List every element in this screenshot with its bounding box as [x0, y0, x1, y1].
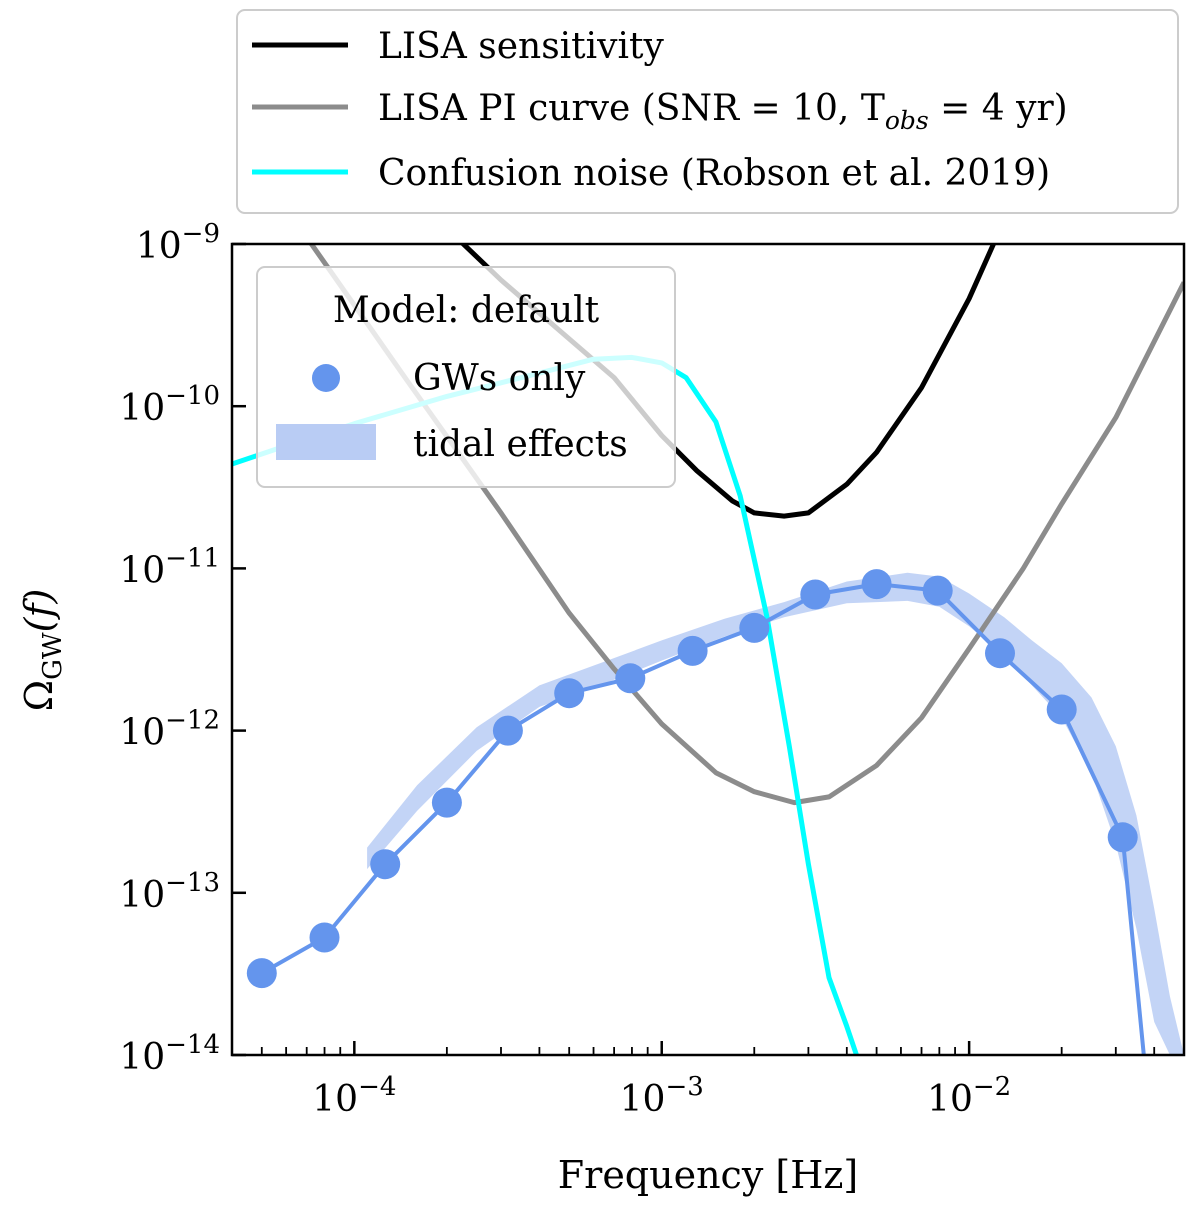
series-gws-only-point	[431, 787, 462, 818]
series-gws-only-point	[1107, 822, 1138, 853]
series-tidal-effects-band	[367, 572, 1184, 1055]
y-tick-label: 10−11	[119, 543, 220, 591]
axes-frame	[230, 242, 1186, 1057]
x-tick-label: 10−2	[927, 1072, 1011, 1120]
y-tick-label: 10−12	[119, 706, 220, 754]
y-axis-label-tail: (f)	[17, 589, 61, 633]
legend-lisa-sensitivity-label: LISA sensitivity	[378, 26, 664, 67]
series-gws-only-point	[370, 849, 401, 880]
series-gws-only-point	[861, 569, 892, 600]
x-tick-label: 10−4	[312, 1072, 396, 1120]
series-gws-only-point	[739, 612, 770, 643]
legend-lisa-pi-label-tail: = 4 yr)	[929, 88, 1068, 129]
y-tick-label: 10−9	[136, 219, 220, 267]
series-gws-only-point	[309, 922, 340, 953]
legend-inner-title: Model: default	[333, 290, 600, 331]
legend-confusion-noise-label: Confusion noise (Robson et al. 2019)	[378, 153, 1050, 194]
y-tick-label: 10−10	[119, 381, 220, 429]
legend-gws-only-marker	[312, 364, 340, 392]
legend-lisa-pi-label-main: LISA PI curve (SNR = 10, T	[378, 88, 885, 129]
y-tick-label: 10−13	[119, 868, 220, 916]
series-gws-only-point	[800, 579, 831, 610]
legend-gws-only-label: GWs only	[413, 358, 586, 399]
series-gws-only-point	[1046, 694, 1077, 725]
y-axis-label-base: Ω	[17, 680, 61, 712]
series-gws-only-point	[677, 635, 708, 666]
series-gws-only-point	[615, 663, 646, 694]
ticks-layer: 10−4 10−3 10−2 10−9 10−10 10−11 10−12 10−13 10−1…	[119, 219, 1156, 1120]
x-axis-label: Frequency [Hz]	[558, 1153, 858, 1197]
y-axis-label: ΩGW(f)	[17, 589, 68, 712]
y-tick-label: 10−14	[119, 1030, 220, 1078]
series-gws-only-point	[922, 575, 953, 606]
series-gws-only-line	[260, 582, 1146, 1055]
legend-tidal-effects-label: tidal effects	[413, 424, 628, 465]
series-gws-only-point	[554, 678, 585, 709]
legend-lisa-pi-label: LISA PI curve (SNR = 10, Tobs = 4 yr)	[378, 88, 1068, 135]
series-gws-only-point	[492, 715, 523, 746]
legend-tidal-effects-swatch	[276, 424, 376, 460]
series-gws-only-point	[985, 638, 1015, 669]
series-gws-only-point	[246, 958, 277, 989]
legend-outer-frame	[236, 9, 1179, 214]
x-tick-label: 10−3	[620, 1072, 704, 1120]
legend-inner: Model: default GWs only tidal effects	[256, 266, 676, 488]
y-axis-label-sub: GW	[38, 632, 68, 680]
legend-lisa-pi-label-sub: obs	[885, 106, 929, 135]
legend-outer: LISA sensitivity LISA PI curve (SNR = 10…	[236, 9, 1179, 214]
